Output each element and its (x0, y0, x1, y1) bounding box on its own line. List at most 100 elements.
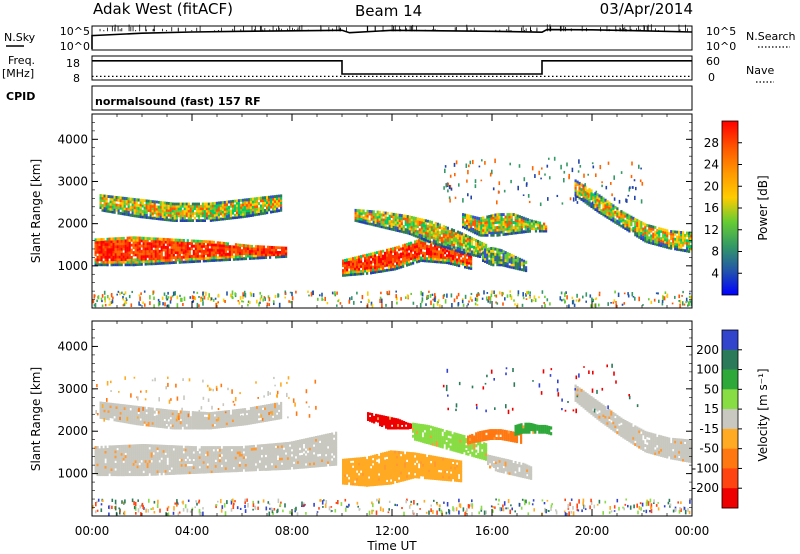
power-cell (171, 202, 174, 206)
power-cell (404, 251, 407, 255)
velocity-cell (108, 453, 111, 456)
power-cell (148, 249, 151, 253)
velocity-cell (102, 473, 105, 477)
velocity-cell (164, 457, 167, 461)
power-cell (138, 255, 141, 258)
power-scatter (454, 196, 457, 199)
power-cell (170, 243, 173, 247)
power-cell (185, 202, 188, 206)
power-cell (140, 236, 143, 240)
velocity-cell (150, 449, 153, 453)
power-scatter (203, 295, 206, 300)
power-cell (438, 233, 441, 237)
power-cell (242, 249, 246, 253)
velocity-cell (152, 454, 155, 458)
power-cell (390, 227, 393, 231)
power-cell (678, 243, 681, 247)
velocity-cell (158, 467, 161, 471)
velocity-cell (100, 448, 103, 452)
power-cell (422, 232, 425, 236)
power-cell (142, 239, 145, 243)
power-cell (440, 241, 443, 245)
power-cell (424, 241, 427, 245)
power-scatter (453, 162, 456, 167)
power-cell (240, 257, 244, 261)
velocity-cell (128, 447, 131, 451)
velocity-cell (290, 451, 294, 455)
power-cell (376, 210, 379, 214)
power-cell (114, 239, 117, 243)
power-cell (241, 208, 245, 212)
power-cell (356, 209, 359, 213)
velocity-cell (136, 470, 139, 474)
power-cell (112, 263, 115, 267)
velocity-cell (156, 457, 159, 461)
velocity-cell (218, 454, 221, 457)
power-scatter (688, 301, 690, 306)
power-cell (678, 248, 681, 252)
velocity-cell (136, 465, 139, 469)
power-cell (482, 256, 485, 260)
power-cell (606, 200, 609, 204)
power-cell (203, 204, 206, 208)
power-cell (478, 217, 481, 221)
velocity-cell (168, 464, 171, 468)
power-cell (233, 199, 237, 203)
power-cell (352, 257, 355, 261)
power-cell (516, 224, 519, 227)
power-ytick-label: 2000 (57, 217, 88, 231)
power-cell (632, 219, 635, 223)
power-cell (226, 247, 229, 251)
power-scatter (312, 290, 314, 295)
nsearch-tick-bottom: 10^0 (706, 40, 736, 53)
power-scatter (108, 303, 111, 306)
power-cell (492, 223, 495, 227)
power-cell (106, 248, 109, 251)
power-cell (482, 259, 485, 262)
power-scatter (196, 291, 199, 294)
power-cell (482, 226, 485, 230)
velocity-cell (162, 447, 165, 451)
velocity-cell (210, 448, 213, 452)
power-cell (472, 218, 475, 221)
power-cell (678, 235, 681, 239)
power-cell (128, 263, 131, 267)
power-cell (620, 215, 623, 218)
velocity-cell (224, 453, 227, 457)
power-cell (106, 255, 109, 259)
power-cell (202, 249, 205, 253)
power-scatter (561, 202, 564, 205)
power-cell (606, 207, 609, 211)
velocity-cell (180, 461, 183, 465)
power-cell (275, 246, 278, 249)
velocity-cell (268, 454, 272, 458)
power-cell (106, 245, 109, 249)
power-cell (386, 216, 389, 220)
velocity-cell (172, 450, 175, 454)
velocity-cell (216, 469, 219, 473)
power-cell (620, 217, 623, 221)
power-cell (138, 257, 141, 261)
power-cell (662, 240, 665, 243)
velocity-cell (258, 447, 261, 450)
power-cell (420, 256, 423, 260)
power-cell (111, 203, 114, 206)
power-cell (280, 208, 283, 212)
power-cell (468, 228, 471, 232)
power-cell (204, 252, 207, 256)
power-cell (430, 243, 433, 246)
power-cell (634, 223, 637, 226)
power-cell (366, 209, 369, 213)
power-cell (454, 249, 458, 252)
power-cell (414, 255, 417, 259)
power-scatter (152, 290, 155, 294)
power-cell (510, 221, 513, 225)
velocity-cell (102, 450, 105, 454)
power-cell (169, 214, 172, 217)
power-cell (502, 220, 505, 224)
power-cell (154, 237, 157, 241)
velocity-cell (190, 466, 193, 469)
power-scatter (267, 295, 270, 299)
power-scatter (476, 298, 478, 302)
